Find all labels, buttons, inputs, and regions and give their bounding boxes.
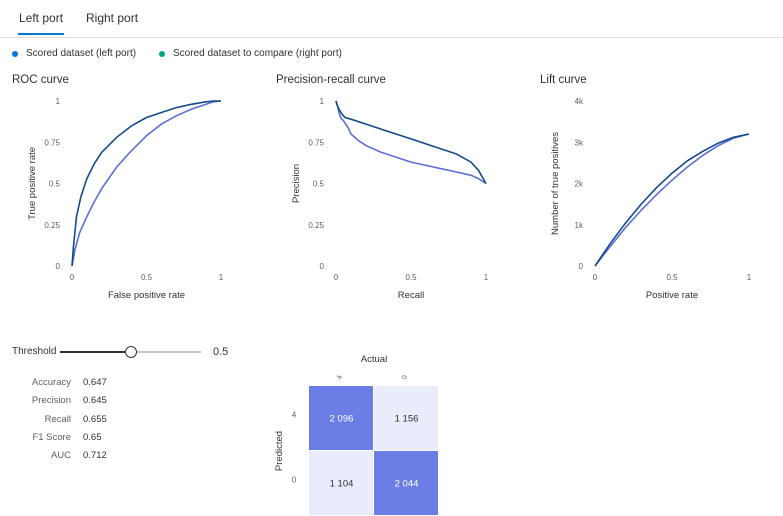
threshold-slider[interactable] [60,346,201,358]
metric-name: Recall [44,413,71,425]
metric-name: AUC [50,450,71,462]
y-axis-label: True positive rate [27,147,38,220]
y-tick-label: 1 [56,97,61,106]
series-line-right-port [71,100,222,267]
y-tick-label: 0.5 [49,180,61,189]
y-tick-label: 0.25 [44,221,60,230]
legend-dot-icon [12,50,18,57]
y-tick-label: 0.75 [44,138,60,147]
metric-name: Accuracy [31,377,71,388]
y-tick-label: 0 [56,262,61,271]
legend-label: Scored dataset to compare (right port) [173,48,342,59]
metric-value: 0.645 [83,395,107,407]
slider-fill [60,351,131,353]
threshold-value: 0.5 [213,346,229,358]
legend-item-right-port: Scored dataset to compare (right port) [159,48,342,59]
roc-chart-title: ROC curve [12,74,69,86]
x-axis-label: False positive rate [108,290,185,301]
x-tick-label: 1 [219,273,224,282]
x-tick-label: 0 [70,273,75,282]
metric-value: 0.655 [83,413,107,425]
legend-dot-icon [159,50,165,57]
lift-chart-title: Lift curve [540,74,587,86]
legend-label: Scored dataset (left port) [26,48,137,59]
pr-chart-title: Precision-recall curve [276,74,386,86]
port-tabs: Left port Right port [0,0,783,38]
metric-value: 0.647 [83,377,107,388]
metric-name: Precision [31,395,71,407]
threshold-label: Threshold [12,346,57,357]
series-line-left-port [71,100,221,267]
slider-thumb[interactable] [124,346,137,358]
metric-name: F1 Score [32,431,71,443]
tab-right-port[interactable]: Right port [86,11,139,25]
metric-value: 0.65 [83,431,102,443]
tab-left-port[interactable]: Left port [17,11,65,35]
x-tick-label: 0.5 [141,273,153,282]
legend-item-left-port: Scored dataset (left port) [12,48,136,59]
metric-value: 0.712 [83,450,107,462]
